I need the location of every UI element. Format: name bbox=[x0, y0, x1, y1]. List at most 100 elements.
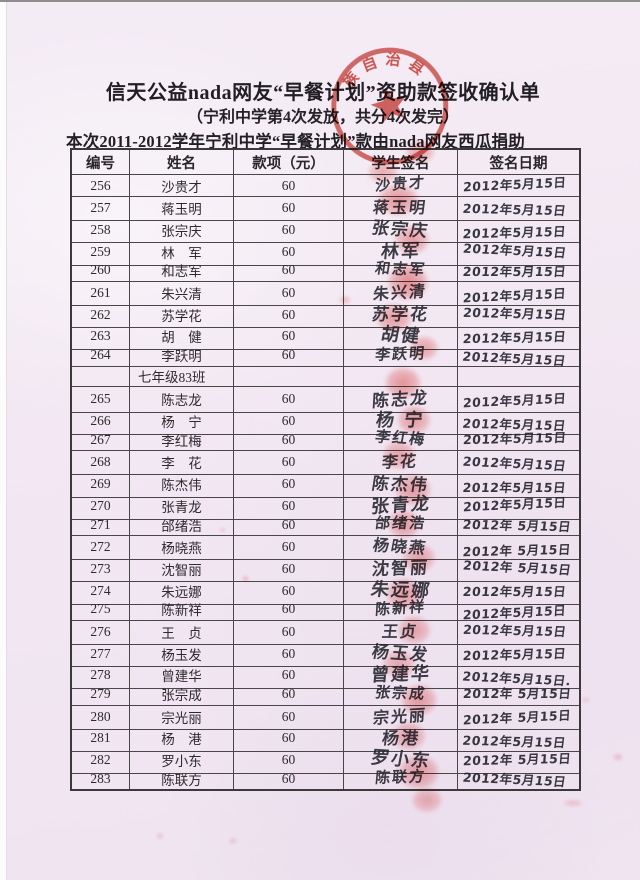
signature-cell: 张青龙 bbox=[344, 492, 458, 520]
date-cell: 2012年5月15日 bbox=[458, 620, 579, 645]
row-name-cell: 杨 港 bbox=[130, 725, 234, 752]
row-amount-cell: 60 bbox=[234, 641, 344, 668]
handwritten-date: 2012年5月15日 bbox=[462, 240, 568, 261]
handwritten-date: 2012年 5月15日 bbox=[462, 557, 573, 578]
table-row: 283 陈联方 60 陈联方 2012年5月15日 bbox=[72, 768, 579, 790]
row-amount-cell: 60 bbox=[234, 175, 344, 197]
row-amount-cell: 60 bbox=[234, 217, 344, 244]
signature-cell: 杨港 bbox=[344, 725, 458, 752]
row-name-cell: 沙贵才 bbox=[130, 175, 234, 197]
signature-cell: 杨晓燕 bbox=[344, 535, 458, 561]
row-id-cell: 270 bbox=[72, 492, 130, 520]
row-id-cell: 268 bbox=[72, 450, 130, 476]
handwritten-date: 2012年5月15日 bbox=[461, 200, 568, 218]
date-cell: 2012年5月15日 bbox=[458, 217, 579, 244]
row-name-cell: 杨晓燕 bbox=[130, 535, 234, 561]
signature-cell: 沙贵才 bbox=[344, 173, 458, 197]
handwritten-signature: 陈杰伟 bbox=[370, 473, 431, 496]
header-date: 签名日期 bbox=[458, 150, 579, 175]
row-id-cell: 276 bbox=[72, 619, 130, 645]
table-row: 268 李 花 60 李花 2012年5月15日 bbox=[72, 450, 579, 476]
handwritten-signature: 邰绪浩 bbox=[374, 514, 428, 532]
handwritten-date: 2012年5月15日 bbox=[462, 584, 568, 600]
date-cell: 2012年 5月15日 bbox=[458, 705, 579, 730]
signature-cell: 邰绪浩 bbox=[344, 514, 458, 536]
signature-cell: 张宗庆 bbox=[344, 217, 458, 244]
row-name-cell: 沈智丽 bbox=[130, 556, 234, 583]
handwritten-signature: 李红梅 bbox=[373, 427, 428, 449]
row-id-cell: 258 bbox=[72, 217, 130, 244]
handwritten-date: 2012年5月15日 bbox=[462, 263, 568, 279]
row-name-cell: 陈志龙 bbox=[130, 386, 234, 413]
date-cell: 2012年5月15日 bbox=[458, 345, 579, 368]
row-id-cell: 273 bbox=[72, 556, 130, 583]
row-amount-cell: 60 bbox=[234, 344, 344, 367]
signature-cell: 罗小东 bbox=[344, 747, 458, 775]
row-id-cell: 283 bbox=[72, 768, 130, 790]
table-row: 275 陈新祥 60 陈新祥 2012年5月15日 bbox=[72, 597, 579, 622]
row-amount-cell: 60 bbox=[234, 386, 344, 413]
row-id-cell: 262 bbox=[72, 302, 130, 329]
signature-cell: 张宗成 bbox=[344, 683, 458, 706]
row-name-cell: 陈联方 bbox=[130, 768, 234, 790]
signature-cell: 王贞 bbox=[344, 619, 458, 645]
handwritten-date: 2012年 5月15日 bbox=[461, 516, 573, 535]
handwritten-signature: 李花 bbox=[381, 451, 420, 473]
row-name-cell: 蒋玉明 bbox=[130, 196, 234, 222]
table-row: 264 李跃明 60 李跃明 2012年5月15日 bbox=[72, 344, 579, 368]
page-title: 信天公益nada网友“早餐计划”资助款签收确认单 bbox=[105, 82, 541, 104]
handwritten-date: 2012年5月15日 bbox=[462, 645, 567, 664]
handwritten-signature: 杨晓燕 bbox=[371, 535, 430, 558]
handwritten-signature: 杨港 bbox=[380, 728, 421, 749]
row-amount-cell bbox=[234, 365, 344, 387]
table-row: 282 罗小东 60 罗小东 2012年 5月15日 bbox=[72, 747, 579, 775]
date-cell: 2012年5月15日 bbox=[458, 641, 579, 668]
row-name-cell: 朱远娜 bbox=[130, 577, 234, 605]
header-signature: 学生签名 bbox=[344, 150, 458, 175]
date-cell: 2012年5月15日 bbox=[458, 578, 579, 605]
date-cell: 2012年5月15日 bbox=[458, 429, 579, 452]
row-id-cell: 259 bbox=[72, 238, 130, 266]
row-amount-cell: 60 bbox=[234, 556, 344, 583]
row-name-cell: 林 军 bbox=[130, 238, 234, 266]
scan-edge-top bbox=[0, 0, 640, 2]
receipt-table: 编号 姓名 款项（元） 学生签名 签名日期 256 沙贵才 60 沙贵才 201… bbox=[70, 148, 581, 792]
row-name-cell: 王 贞 bbox=[130, 619, 234, 645]
row-amount-cell: 60 bbox=[234, 492, 344, 520]
row-name-cell: 杨 宁 bbox=[130, 408, 234, 436]
table-row: 281 杨 港 60 杨港 2012年5月15日 bbox=[72, 725, 579, 752]
table-row: 279 张宗成 60 张宗成 2012年 5月15日 bbox=[72, 683, 579, 706]
row-name-cell: 李红梅 bbox=[130, 429, 234, 452]
row-name-cell: 邰绪浩 bbox=[130, 514, 234, 536]
row-id-cell: 260 bbox=[72, 259, 130, 282]
row-id-cell: 257 bbox=[72, 196, 130, 222]
row-name-cell: 苏学花 bbox=[130, 302, 234, 329]
signature-cell: 陈杰伟 bbox=[344, 471, 458, 498]
date-cell: 2012年5月15日. bbox=[458, 662, 579, 690]
row-id-cell: 256 bbox=[72, 175, 130, 197]
row-id-cell: 263 bbox=[72, 323, 130, 351]
row-name-cell: 罗小东 bbox=[130, 747, 234, 775]
row-name-cell: 杨玉发 bbox=[130, 641, 234, 668]
date-cell: 2012年 5月15日 bbox=[458, 556, 579, 583]
signature-cell: 李跃明 bbox=[344, 344, 458, 367]
row-name-cell: 和志军 bbox=[130, 259, 234, 282]
row-id-cell: 278 bbox=[72, 662, 130, 690]
date-cell: 2012年5月15日 bbox=[458, 175, 579, 197]
row-id-cell: 282 bbox=[72, 747, 130, 775]
row-amount-cell: 60 bbox=[234, 598, 344, 621]
row-id-cell: 274 bbox=[72, 577, 130, 605]
row-amount-cell: 60 bbox=[234, 704, 344, 730]
row-name-cell: 李跃明 bbox=[130, 344, 234, 367]
table-row: 272 杨晓燕 60 杨晓燕 2012年 5月15日 bbox=[72, 535, 579, 561]
row-amount-cell: 60 bbox=[234, 619, 344, 645]
header-id: 编号 bbox=[72, 150, 130, 175]
signature-cell: 朱远娜 bbox=[344, 577, 458, 605]
date-cell: 2012年5月15日 bbox=[458, 387, 579, 413]
row-amount-cell: 60 bbox=[234, 577, 344, 605]
row-name-cell: 七年级83班 bbox=[130, 365, 234, 387]
row-name-cell: 张宗庆 bbox=[130, 217, 234, 244]
signature-cell: 李花 bbox=[344, 450, 458, 476]
row-name-cell: 张青龙 bbox=[130, 492, 234, 520]
handwritten-date: 2012年5月15日 bbox=[462, 494, 567, 515]
